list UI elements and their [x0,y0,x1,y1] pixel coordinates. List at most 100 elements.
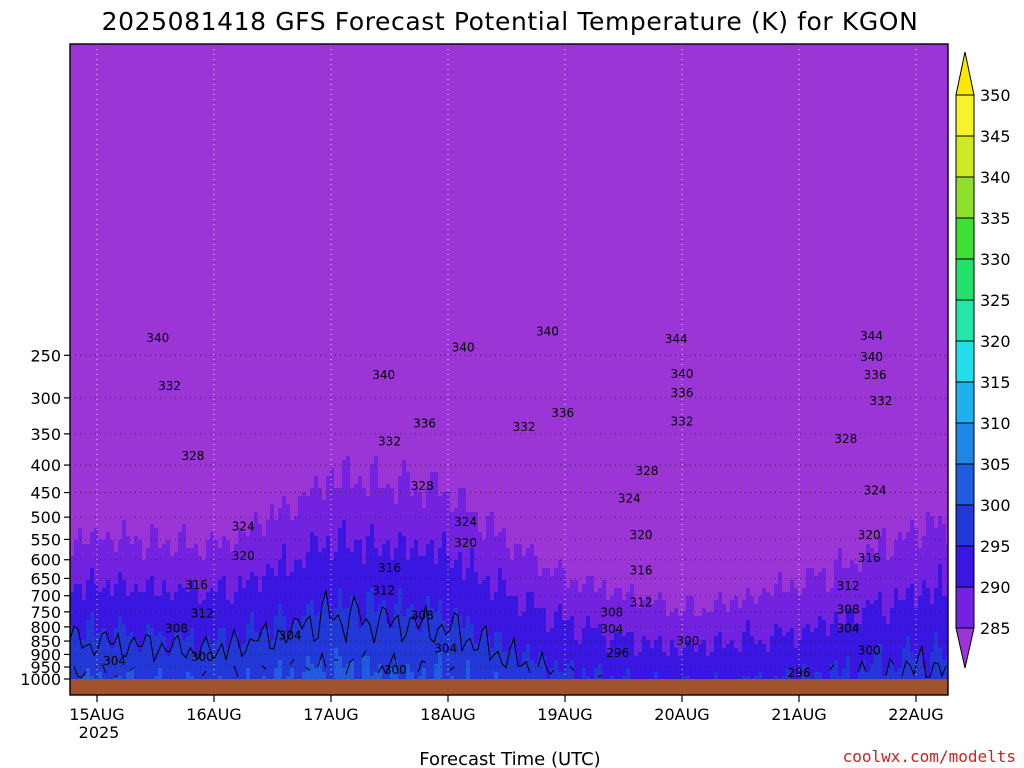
theta-cell [86,464,91,469]
theta-cell [142,356,147,361]
theta-cell [122,388,127,393]
theta-cell [146,416,151,421]
theta-cell [90,668,95,673]
theta-cell [86,616,91,621]
theta-cell [174,296,179,301]
theta-cell [82,96,87,101]
theta-cell [82,508,87,513]
theta-cell [154,396,159,401]
theta-cell [134,424,139,429]
theta-cell [146,376,151,381]
theta-cell [150,416,155,421]
theta-cell [146,408,151,413]
theta-cell [130,212,135,217]
theta-cell [142,84,147,89]
theta-cell [110,148,115,153]
theta-cell [82,388,87,393]
theta-cell [114,404,119,409]
theta-cell [130,500,135,505]
theta-cell [150,108,155,113]
theta-cell [134,436,139,441]
theta-cell [178,416,183,421]
theta-cell [166,540,171,545]
theta-cell [162,668,167,673]
theta-cell [78,512,83,517]
theta-cell [162,92,167,97]
theta-cell [186,472,191,477]
theta-cell [130,572,135,577]
theta-cell [142,364,147,369]
theta-cell [106,168,111,173]
theta-cell [90,612,95,617]
theta-cell [178,228,183,233]
theta-cell [118,596,123,601]
theta-cell [122,232,127,237]
theta-cell [106,412,111,417]
theta-cell [146,140,151,145]
theta-cell [162,612,167,617]
theta-cell [98,56,103,61]
theta-cell [182,188,187,193]
theta-cell [178,92,183,97]
theta-cell [130,584,135,589]
theta-cell [106,600,111,605]
theta-cell [74,424,79,429]
theta-cell [114,256,119,261]
theta-cell [74,496,79,501]
theta-cell [142,236,147,241]
theta-cell [82,308,87,313]
theta-cell [178,524,183,529]
theta-cell [166,592,171,597]
theta-cell [86,596,91,601]
theta-cell [178,60,183,65]
theta-cell [158,196,163,201]
theta-cell [134,96,139,101]
theta-cell [114,408,119,413]
theta-cell [90,604,95,609]
theta-cell [90,136,95,141]
theta-cell [106,332,111,337]
theta-cell [90,92,95,97]
theta-cell [154,556,159,561]
theta-cell [82,488,87,493]
theta-cell [126,312,131,317]
theta-cell [94,480,99,485]
theta-cell [98,372,103,377]
theta-cell [94,500,99,505]
theta-cell [102,604,107,609]
theta-cell [130,344,135,349]
theta-cell [82,356,87,361]
theta-cell [138,580,143,585]
theta-cell [170,580,175,585]
theta-cell [90,292,95,297]
theta-cell [118,140,123,145]
theta-cell [102,488,107,493]
theta-cell [142,244,147,249]
theta-cell [82,456,87,461]
theta-cell [158,248,163,253]
theta-cell [158,84,163,89]
theta-cell [90,568,95,573]
theta-cell [90,156,95,161]
theta-cell [166,524,171,529]
theta-cell [174,188,179,193]
theta-cell [154,164,159,169]
theta-cell [98,400,103,405]
theta-cell [98,264,103,269]
theta-cell [114,60,119,65]
theta-cell [162,128,167,133]
theta-cell [78,552,83,557]
theta-cell [182,104,187,109]
theta-cell [90,560,95,565]
theta-cell [94,548,99,553]
theta-cell [78,48,83,53]
theta-cell [174,128,179,133]
theta-cell [170,540,175,545]
theta-cell [126,332,131,337]
theta-cell [158,660,163,665]
theta-cell [98,284,103,289]
theta-cell [98,224,103,229]
theta-cell [98,460,103,465]
theta-cell [118,452,123,457]
theta-cell [186,72,191,77]
